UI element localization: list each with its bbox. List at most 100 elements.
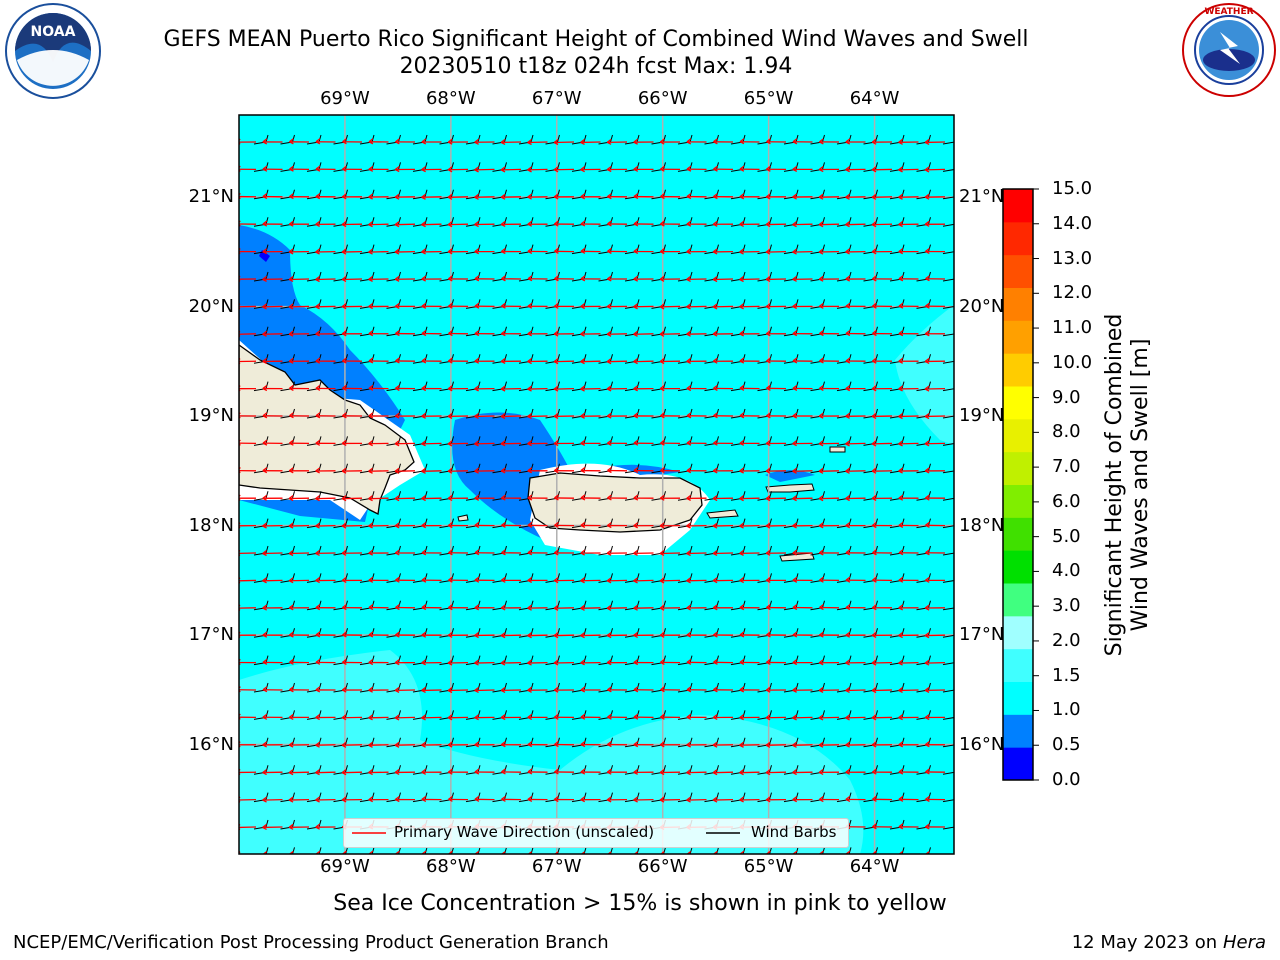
vector-381 [315, 518, 348, 529]
vector-261 [713, 381, 746, 392]
vector-136 [262, 271, 295, 282]
vector-350 [924, 467, 954, 474]
vector-674 [925, 795, 954, 803]
vector-392 [606, 518, 640, 529]
vector-559 [739, 682, 772, 693]
vector-210 [792, 326, 825, 337]
colorbar-tick-label-1: 0.5 [1052, 734, 1081, 756]
vector-505 [739, 628, 772, 638]
vector-575 [447, 710, 481, 721]
vector-517 [342, 655, 375, 666]
vector-634 [580, 765, 613, 775]
lon-label-bottom-3: 66°W [637, 856, 688, 877]
vector-188 [925, 302, 954, 309]
vector-8 [447, 134, 481, 145]
vector-611 [686, 737, 719, 748]
vector-334 [500, 463, 534, 474]
vector-645 [871, 765, 905, 775]
vector-561 [792, 682, 825, 693]
vector-389 [527, 518, 560, 529]
vector-174 [553, 299, 587, 309]
vector-650 [288, 792, 322, 803]
vector-193 [341, 326, 375, 337]
vector-76 [818, 189, 852, 200]
vector-302 [368, 436, 401, 447]
vector-29 [289, 162, 322, 172]
vector-336 [553, 463, 587, 474]
vector-562 [818, 682, 852, 693]
vector-161 [925, 275, 954, 282]
lat-label-left-3: 18°N [188, 514, 234, 536]
vector-712 [500, 847, 534, 854]
vector-163 [262, 299, 295, 310]
colorbar-tick-label-13: 11.0 [1052, 317, 1093, 339]
vector-44 [686, 162, 719, 172]
vector-220 [342, 354, 375, 364]
vector-41 [606, 162, 640, 173]
vector-426 [792, 545, 825, 556]
vector-101 [765, 217, 799, 228]
vector-134 [924, 247, 954, 255]
vector-260 [686, 381, 719, 392]
legend-label-wind-barbs: Wind Barbs [751, 823, 837, 841]
map-plot-area [239, 115, 954, 854]
vector-485 [924, 604, 954, 611]
vector-422 [686, 545, 719, 557]
vector-647 [925, 768, 954, 775]
vector-301 [341, 436, 375, 447]
legend-swatches [352, 832, 740, 834]
vector-278 [447, 408, 481, 419]
vector-618 [871, 737, 905, 748]
vector-500 [606, 628, 640, 639]
vector-274 [342, 408, 375, 419]
vector-400 [818, 518, 852, 529]
vector-639 [712, 765, 746, 776]
vector-701 [924, 823, 954, 830]
vector-1 [262, 134, 295, 145]
vector-474 [633, 600, 666, 611]
vector-73 [739, 189, 772, 200]
vector-151 [659, 271, 693, 282]
colorbar-segment-6 [1003, 550, 1033, 584]
vector-556 [660, 682, 693, 693]
vector-399 [792, 518, 825, 529]
vector-138 [315, 271, 348, 283]
vector-395 [686, 518, 719, 529]
vector-267 [871, 381, 905, 392]
map-frame [238, 114, 955, 855]
vector-4 [342, 134, 375, 145]
vector-461 [288, 600, 322, 611]
vector-125 [686, 244, 719, 255]
vector-15 [633, 134, 666, 145]
vector-215 [924, 330, 954, 337]
colorbar-segment-7 [1003, 517, 1033, 551]
vector-180 [712, 299, 746, 310]
vector-641 [765, 765, 799, 776]
colorbar-segment-16 [1003, 221, 1033, 256]
vector-703 [262, 847, 295, 854]
vector-127 [739, 244, 772, 255]
vector-107 [924, 220, 954, 227]
vector-98 [686, 217, 719, 227]
vector-526 [580, 655, 613, 666]
vector-359 [447, 491, 481, 501]
colorbar-segment-1 [1003, 714, 1033, 748]
colorbar [1003, 188, 1039, 781]
lon-label-top-5: 64°W [849, 88, 900, 109]
colorbar-tick-label-14: 12.0 [1052, 282, 1093, 304]
vector-340 [660, 463, 693, 474]
lat-label-right-4: 17°N [959, 624, 1005, 646]
vector-23 [845, 134, 878, 145]
vector-404 [925, 521, 954, 529]
colorbar-segment-14 [1003, 287, 1033, 321]
vector-475 [659, 600, 693, 611]
vector-492 [394, 628, 428, 638]
vector-472 [580, 600, 613, 611]
vector-728 [924, 851, 945, 854]
vector-549 [474, 682, 507, 694]
vector-166 [341, 299, 375, 310]
vector-666 [712, 792, 746, 803]
vector-424 [739, 545, 772, 556]
vector-496 [500, 628, 534, 639]
vector-653 [368, 792, 401, 803]
